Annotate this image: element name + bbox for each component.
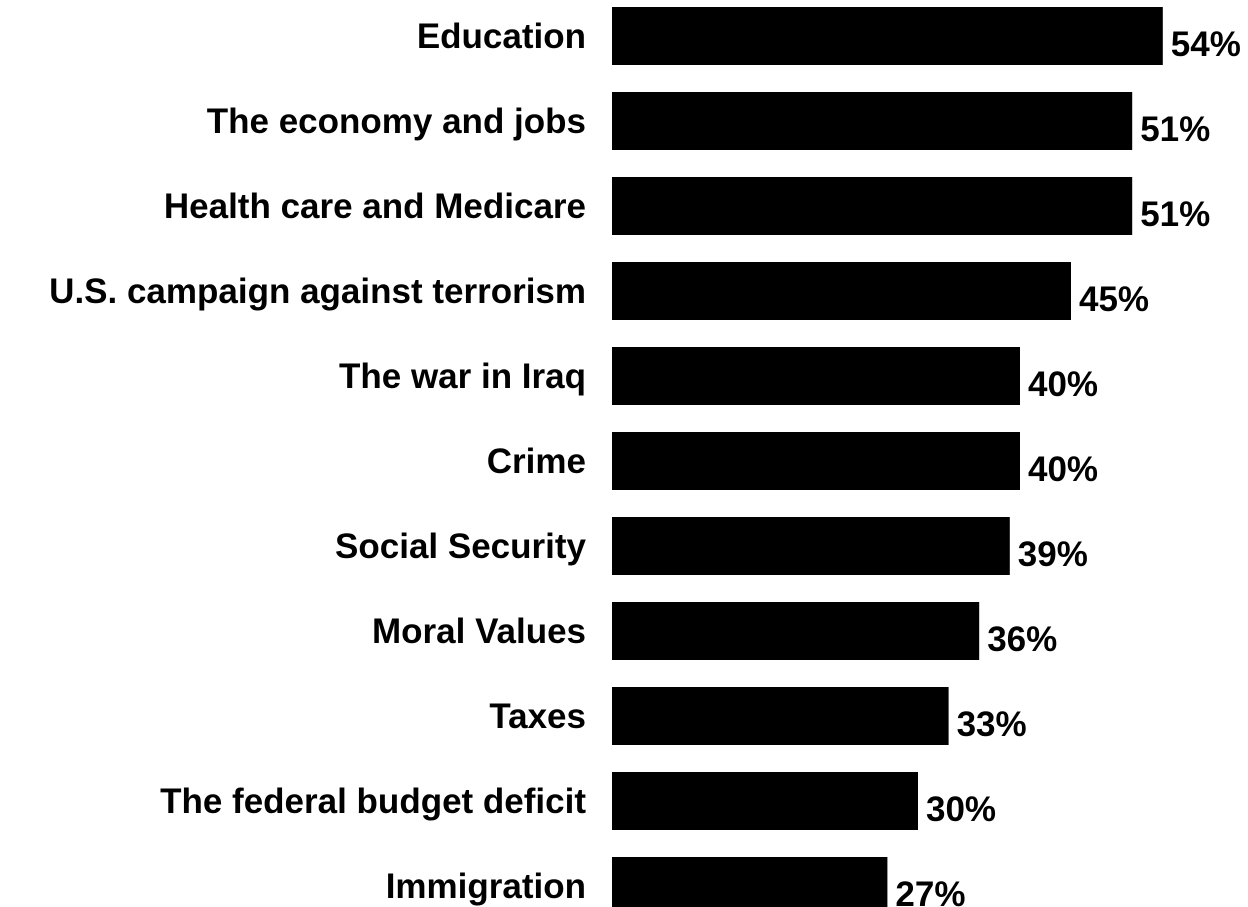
bar-2 [612, 177, 1133, 235]
category-label-2: Health care and Medicare [164, 187, 586, 226]
category-label-5: Crime [487, 442, 586, 481]
bar-0 [612, 7, 1163, 65]
category-label-7: Moral Values [372, 612, 586, 651]
category-label-10: Immigration [386, 867, 586, 906]
bar-10 [612, 857, 888, 907]
bar-6 [612, 517, 1010, 575]
bar-7 [612, 602, 980, 660]
bar-4 [612, 347, 1020, 405]
bar-8 [612, 687, 949, 745]
bars-group [612, 7, 1163, 907]
category-label-0: Education [417, 17, 586, 56]
value-label-1: 51% [1140, 110, 1210, 149]
bar-3 [612, 262, 1071, 320]
value-label-10: 27% [895, 875, 965, 907]
category-label-4: The war in Iraq [339, 357, 586, 396]
value-label-8: 33% [957, 705, 1027, 744]
category-label-9: The federal budget deficit [160, 782, 586, 821]
bar-1 [612, 92, 1133, 150]
value-label-4: 40% [1028, 365, 1098, 404]
value-labels-group: 54% 51% 51% 45% 40% 40% 39% 36% 33% 30% 27% [895, 25, 1240, 907]
value-label-7: 36% [987, 620, 1057, 659]
category-label-1: The economy and jobs [207, 102, 586, 141]
bar-5 [612, 432, 1020, 490]
value-label-5: 40% [1028, 450, 1098, 489]
category-label-8: Taxes [489, 697, 586, 736]
category-label-3: U.S. campaign against terrorism [49, 272, 586, 311]
value-label-2: 51% [1140, 195, 1210, 234]
value-label-3: 45% [1079, 280, 1149, 319]
value-label-9: 30% [926, 790, 996, 829]
bar-9 [612, 772, 918, 830]
value-label-0: 54% [1171, 25, 1241, 64]
value-label-6: 39% [1018, 535, 1088, 574]
category-labels-group: Education The economy and jobs Health care… [49, 17, 586, 906]
category-label-6: Social Security [335, 527, 586, 566]
